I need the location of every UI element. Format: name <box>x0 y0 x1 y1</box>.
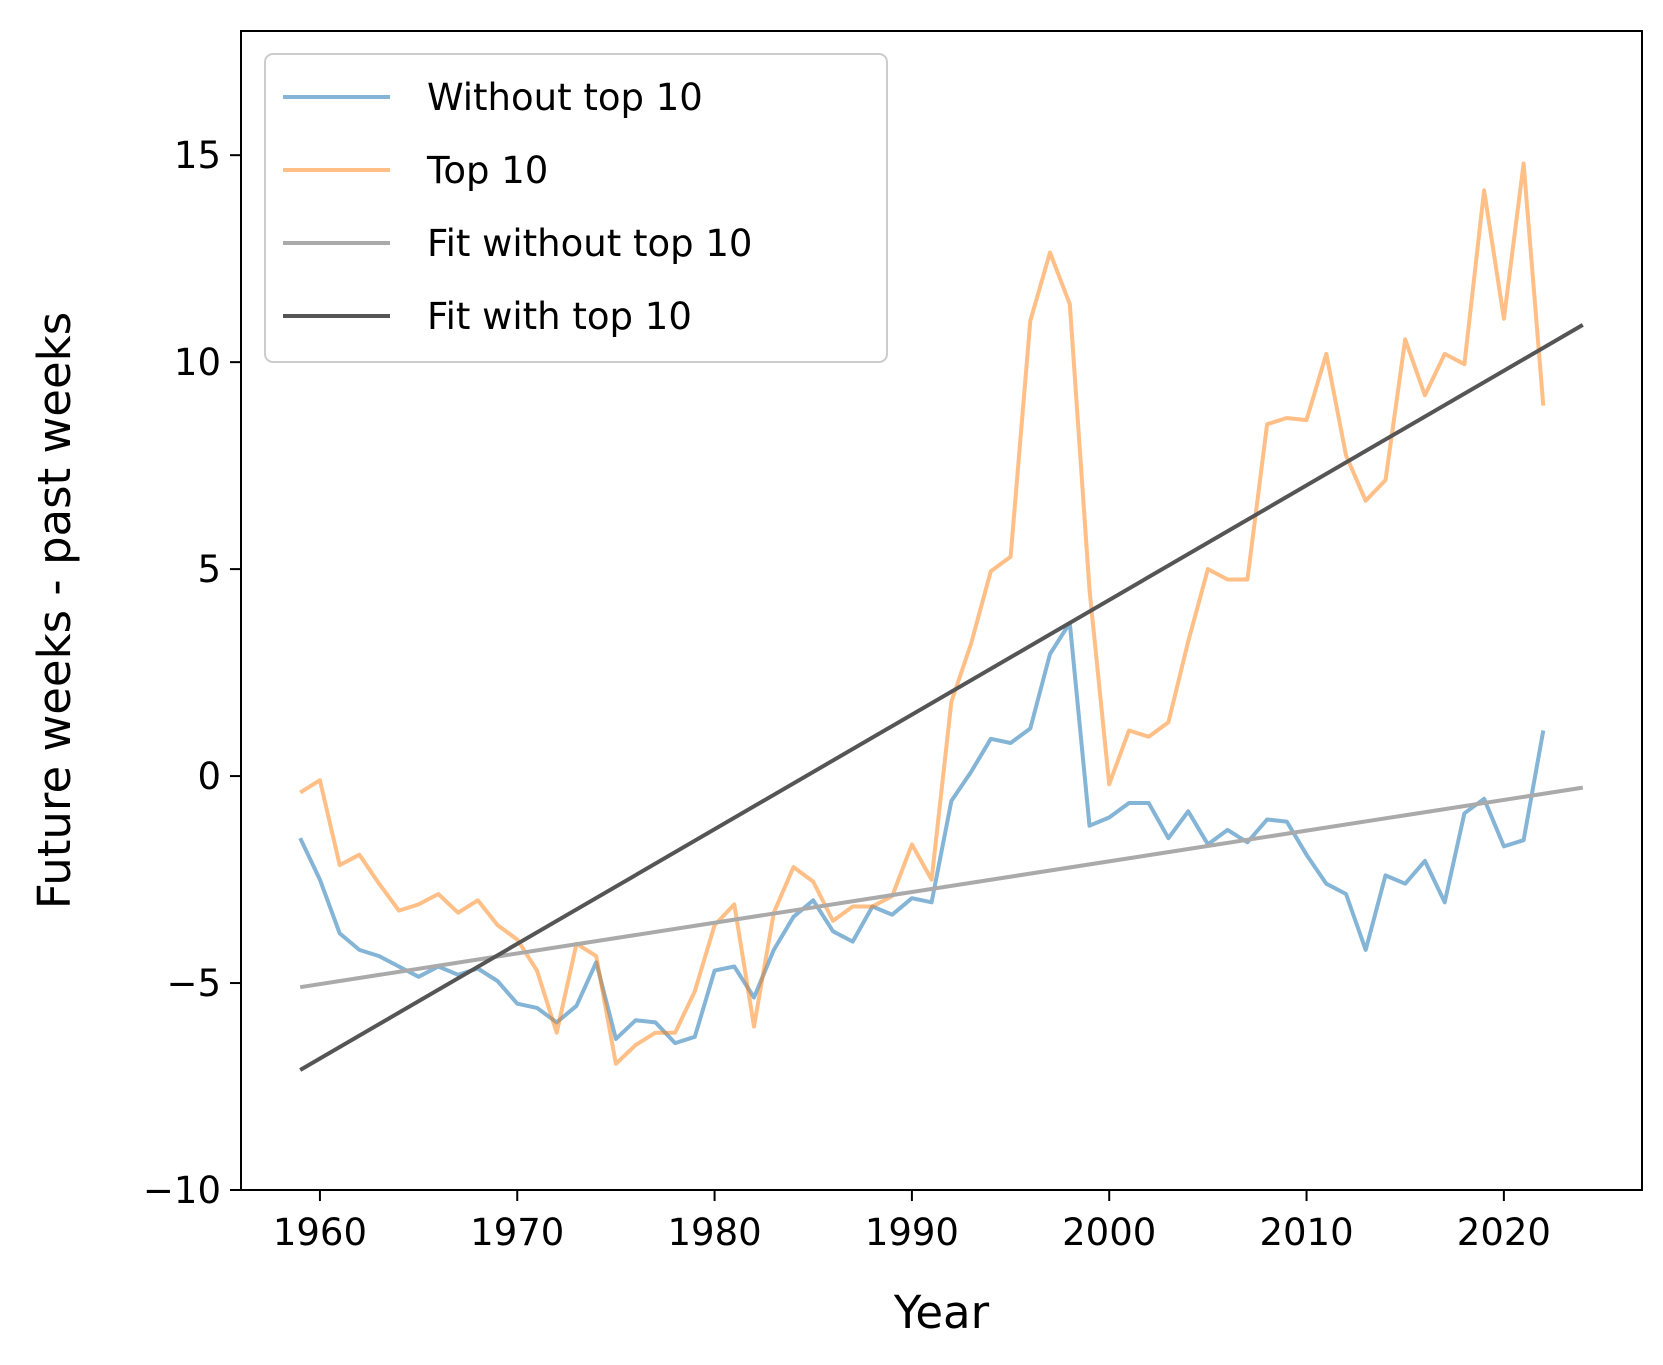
x-tick-label: 2000 <box>1062 1211 1156 1254</box>
x-tick-label: 1960 <box>273 1211 367 1254</box>
y-tick-label: 10 <box>174 341 221 384</box>
x-tick-label: 2020 <box>1457 1211 1551 1254</box>
x-axis: 1960 1970 1980 1990 2000 2010 2020 <box>273 1190 1551 1254</box>
y-tick-label: −5 <box>166 962 221 1005</box>
y-tick-label: 5 <box>197 548 221 591</box>
x-tick-label: 1980 <box>667 1211 761 1254</box>
series-line-1 <box>299 161 1546 1066</box>
legend-label: Fit without top 10 <box>427 222 752 265</box>
y-axis-label: Future weeks - past weeks <box>28 312 81 909</box>
fit-layer <box>299 323 1584 1072</box>
series-line-0 <box>298 620 1546 1046</box>
y-tick-label: −10 <box>143 1169 221 1212</box>
legend: Without top 10 Top 10 Fit without top 10 Fi… <box>264 53 888 363</box>
y-axis: −10 −5 0 5 10 15 <box>143 134 241 1212</box>
legend-label: Top 10 <box>426 149 548 192</box>
series-layer <box>298 161 1546 1066</box>
y-tick-label: 15 <box>174 134 221 177</box>
x-tick-label: 1970 <box>470 1211 564 1254</box>
x-axis-label: Year <box>893 1286 990 1339</box>
legend-label: Fit with top 10 <box>427 295 692 338</box>
legend-label: Without top 10 <box>427 76 703 119</box>
y-tick-label: 0 <box>197 755 221 798</box>
x-tick-label: 2010 <box>1259 1211 1353 1254</box>
x-tick-label: 1990 <box>865 1211 959 1254</box>
fit-line-1 <box>299 323 1584 1072</box>
plot-frame <box>240 30 1643 1191</box>
legend-box <box>264 53 888 363</box>
fit-line-0 <box>299 785 1584 990</box>
